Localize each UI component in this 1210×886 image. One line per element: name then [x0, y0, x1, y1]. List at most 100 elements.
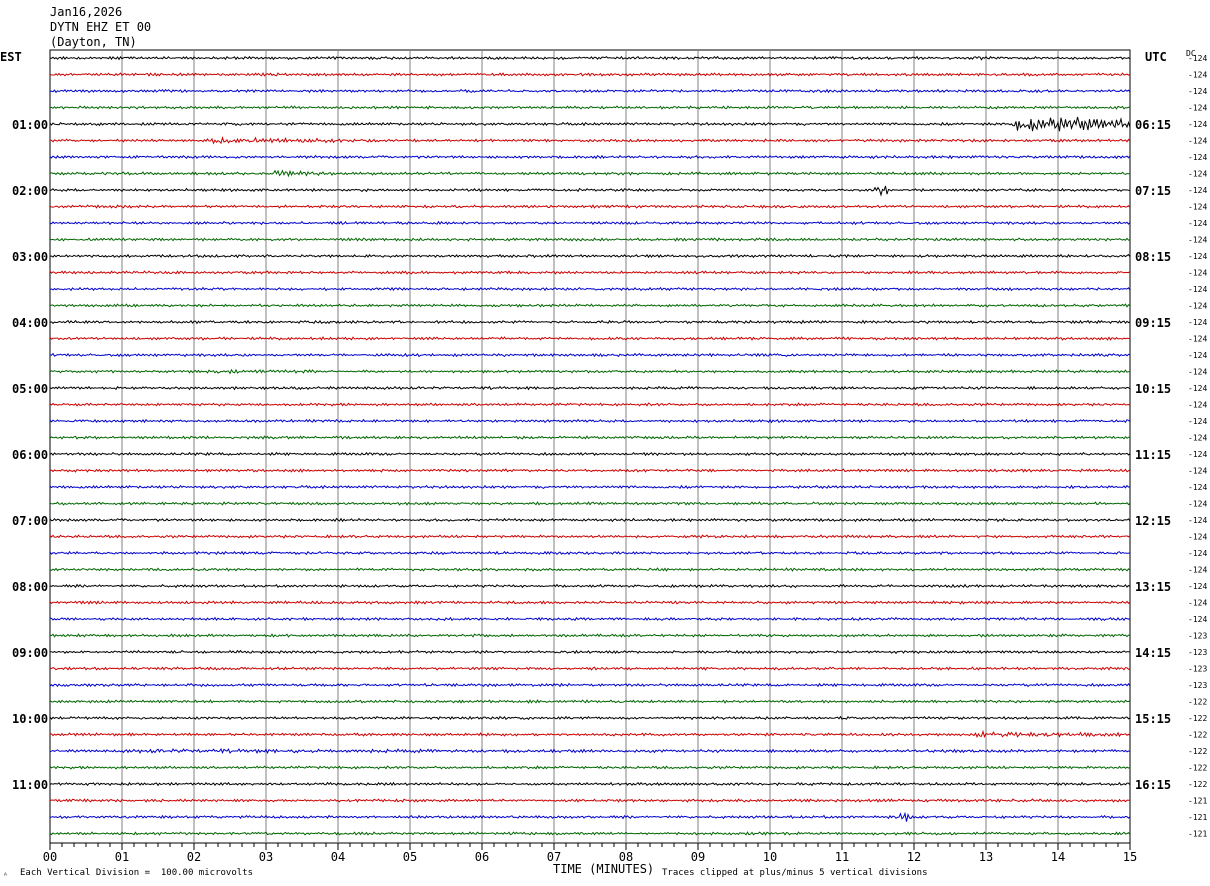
trace-line [49, 517, 1131, 523]
utc-hour-label: 07:15 [1135, 184, 1171, 198]
est-hour-label: 10:00 [12, 712, 48, 726]
dc-offset-label: -123 [1188, 681, 1207, 690]
dc-offset-label: -123 [1188, 632, 1207, 641]
trace-line [49, 204, 1131, 209]
trace-line [50, 105, 1131, 110]
trace-line [49, 567, 1131, 572]
dc-offset-label: -124 [1188, 236, 1207, 245]
trace-line [49, 253, 1131, 259]
trace-line [49, 72, 1131, 77]
trace-group [49, 55, 1131, 836]
utc-hour-label: 15:15 [1135, 712, 1171, 726]
dc-offset-label: -124 [1188, 615, 1207, 624]
x-tick-label: 07 [547, 850, 561, 864]
dc-offset-label: -124 [1188, 483, 1207, 492]
trace-line [49, 729, 1131, 739]
trace-line [49, 765, 1131, 770]
corner-mark: ᴬ [3, 871, 8, 880]
scale-note: Each Vertical Division = 100.00 microvol… [20, 868, 253, 878]
x-tick-label: 09 [691, 850, 705, 864]
est-hour-label: 04:00 [12, 316, 48, 330]
trace-line [49, 336, 1131, 341]
dc-offset-label: -124 [1188, 384, 1207, 393]
dc-offset-label: -124 [1188, 582, 1207, 591]
trace-line [49, 468, 1131, 473]
dc-offset-label: -124 [1188, 417, 1207, 426]
trace-line [49, 352, 1131, 358]
grid-lines [49, 49, 1131, 850]
trace-line [49, 451, 1131, 457]
dc-offset-label: -124 [1188, 351, 1207, 360]
x-tick-label: 08 [619, 850, 633, 864]
x-tick-label: 00 [43, 850, 57, 864]
dc-offset-label: -124 [1188, 120, 1207, 129]
dc-offset-label: -124 [1188, 467, 1207, 476]
x-tick-label: 03 [259, 850, 273, 864]
dc-offset-label: -122 [1188, 714, 1207, 723]
dc-offset-label: -122 [1188, 698, 1207, 707]
station-location: (Dayton, TN) [50, 35, 137, 49]
dc-offset-label: -124 [1188, 104, 1207, 113]
est-hour-label: 01:00 [12, 118, 48, 132]
dc-offset-label: -121 [1188, 813, 1207, 822]
trace-line [50, 136, 1131, 145]
utc-hour-label: 13:15 [1135, 580, 1171, 594]
clip-note: Traces clipped at plus/minus 5 vertical … [662, 868, 928, 878]
dc-offset-label: -121 [1188, 830, 1207, 839]
utc-hour-label: 09:15 [1135, 316, 1171, 330]
trace-line [49, 402, 1131, 407]
est-hour-label: 06:00 [12, 448, 48, 462]
dc-offset-label: -124 [1188, 252, 1207, 261]
x-tick-label: 01 [115, 850, 129, 864]
dc-column-label: DC [1186, 49, 1196, 58]
trace-line [49, 715, 1131, 721]
x-tick-label: 10 [763, 850, 777, 864]
dc-offset-label: -124 [1188, 219, 1207, 228]
trace-line [50, 55, 1131, 61]
dc-offset-label: -122 [1188, 747, 1207, 756]
dc-offset-label: -124 [1188, 549, 1207, 558]
est-hour-label: 08:00 [12, 580, 48, 594]
trace-line [49, 303, 1131, 308]
dc-offset-label: -124 [1188, 170, 1207, 179]
dc-offset-label: -124 [1188, 186, 1207, 195]
utc-hour-label: 14:15 [1135, 646, 1171, 660]
utc-hour-label: 08:15 [1135, 250, 1171, 264]
trace-line [49, 616, 1131, 622]
est-hour-label: 02:00 [12, 184, 48, 198]
trace-line [49, 116, 1131, 132]
utc-zone-label: UTC [1145, 50, 1167, 64]
trace-line [49, 798, 1130, 803]
trace-line [49, 484, 1131, 490]
dc-offset-label: -124 [1188, 71, 1207, 80]
dc-offset-label: -121 [1188, 797, 1207, 806]
trace-line [49, 88, 1131, 94]
dc-offset-label: -123 [1188, 665, 1207, 674]
dc-offset-label: -122 [1188, 764, 1207, 773]
plot-frame [49, 49, 1131, 844]
est-zone-label: EST [0, 50, 22, 64]
trace-line [49, 781, 1131, 787]
dc-offset-label: -124 [1188, 269, 1207, 278]
utc-hour-label: 10:15 [1135, 382, 1171, 396]
trace-line [49, 154, 1131, 160]
trace-line [49, 286, 1131, 292]
x-tick-label: 12 [907, 850, 921, 864]
trace-line [49, 649, 1131, 655]
x-tick-label: 04 [331, 850, 345, 864]
trace-line [49, 185, 1131, 197]
dc-offset-label: -124 [1188, 285, 1207, 294]
dc-offset-label: -124 [1188, 516, 1207, 525]
dc-offset-label: -124 [1188, 87, 1207, 96]
utc-hour-label: 06:15 [1135, 118, 1171, 132]
dc-offset-label: -124 [1188, 401, 1207, 410]
dc-offset-label: -124 [1188, 335, 1207, 344]
x-tick-label: 05 [403, 850, 417, 864]
dc-offset-label: -124 [1188, 533, 1207, 542]
trace-line [49, 237, 1131, 242]
trace-line [49, 385, 1131, 391]
dc-offset-label: -124 [1188, 54, 1207, 63]
x-axis-title: TIME (MINUTES) [553, 862, 655, 876]
trace-line [49, 501, 1131, 506]
